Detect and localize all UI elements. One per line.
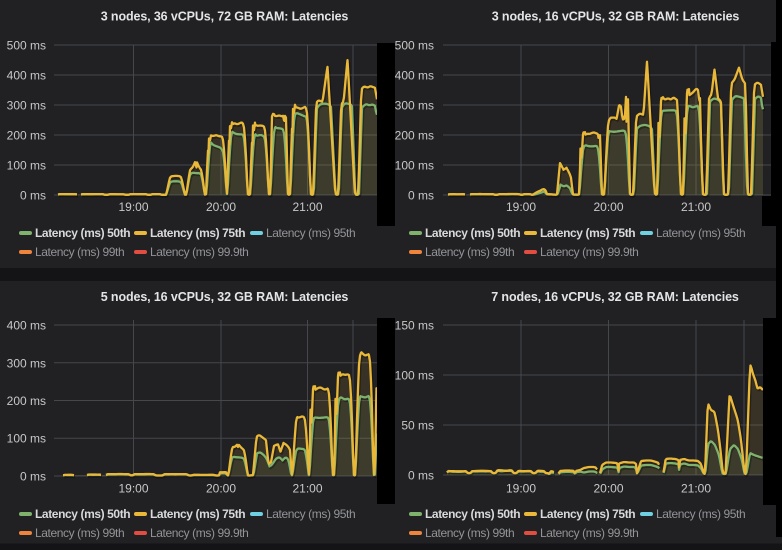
svg-text:Latency (ms) 95th: Latency (ms) 95th	[656, 226, 745, 240]
svg-text:300 ms: 300 ms	[7, 356, 46, 370]
svg-text:Latency (ms) 75th: Latency (ms) 75th	[150, 226, 245, 240]
svg-text:21:00: 21:00	[292, 200, 322, 214]
svg-text:0 ms: 0 ms	[408, 189, 434, 203]
svg-text:19:00: 19:00	[506, 482, 536, 496]
svg-text:Latency (ms) 99.9th: Latency (ms) 99.9th	[150, 245, 248, 259]
svg-text:400 ms: 400 ms	[7, 319, 46, 333]
svg-text:Latency (ms) 75th: Latency (ms) 75th	[150, 507, 245, 521]
svg-text:150 ms: 150 ms	[395, 319, 434, 333]
svg-text:21:00: 21:00	[292, 482, 322, 496]
svg-text:200 ms: 200 ms	[7, 394, 46, 408]
svg-text:Latency (ms) 99th: Latency (ms) 99th	[35, 245, 124, 259]
svg-text:Latency (ms) 50th: Latency (ms) 50th	[35, 507, 130, 521]
svg-text:Latency (ms) 95th: Latency (ms) 95th	[656, 507, 745, 521]
svg-text:Latency (ms) 99th: Latency (ms) 99th	[425, 245, 514, 259]
svg-text:100 ms: 100 ms	[395, 159, 434, 173]
svg-text:Latency (ms) 95th: Latency (ms) 95th	[266, 507, 355, 521]
svg-text:300 ms: 300 ms	[395, 99, 434, 113]
svg-text:20:00: 20:00	[206, 200, 236, 214]
svg-text:3 nodes, 16 vCPUs, 32 GB RAM:: 3 nodes, 16 vCPUs, 32 GB RAM: Latencies	[492, 10, 740, 24]
svg-text:Latency (ms) 75th: Latency (ms) 75th	[540, 226, 635, 240]
svg-text:0 ms: 0 ms	[408, 469, 434, 483]
svg-text:Latency (ms) 99.9th: Latency (ms) 99.9th	[150, 526, 248, 540]
svg-text:Latency (ms) 50th: Latency (ms) 50th	[425, 226, 520, 240]
svg-text:400 ms: 400 ms	[7, 69, 46, 83]
svg-text:Latency (ms) 95th: Latency (ms) 95th	[266, 226, 355, 240]
svg-text:20:00: 20:00	[206, 482, 236, 496]
svg-text:Latency (ms) 99.9th: Latency (ms) 99.9th	[540, 526, 638, 540]
svg-text:0 ms: 0 ms	[20, 470, 46, 484]
svg-text:21:00: 21:00	[681, 200, 711, 214]
svg-text:500 ms: 500 ms	[7, 39, 46, 53]
svg-text:Latency (ms) 50th: Latency (ms) 50th	[425, 507, 520, 521]
svg-text:200 ms: 200 ms	[7, 129, 46, 143]
svg-text:20:00: 20:00	[593, 482, 623, 496]
svg-text:3 nodes, 36 vCPUs, 72 GB RAM:: 3 nodes, 36 vCPUs, 72 GB RAM: Latencies	[101, 10, 349, 24]
svg-text:21:00: 21:00	[681, 482, 711, 496]
svg-text:Latency (ms) 50th: Latency (ms) 50th	[35, 226, 130, 240]
svg-text:200 ms: 200 ms	[395, 129, 434, 143]
svg-text:19:00: 19:00	[118, 482, 148, 496]
svg-text:7 nodes, 16 vCPUs, 32 GB RAM:: 7 nodes, 16 vCPUs, 32 GB RAM: Latencies	[491, 290, 739, 304]
svg-text:5 nodes, 16 vCPUs, 32 GB RAM:: 5 nodes, 16 vCPUs, 32 GB RAM: Latencies	[101, 290, 349, 304]
svg-text:100 ms: 100 ms	[395, 369, 434, 383]
svg-text:300 ms: 300 ms	[7, 99, 46, 113]
svg-text:Latency (ms) 99th: Latency (ms) 99th	[425, 526, 514, 540]
svg-text:50 ms: 50 ms	[401, 419, 434, 433]
svg-text:100 ms: 100 ms	[7, 432, 46, 446]
svg-text:400 ms: 400 ms	[395, 69, 434, 83]
svg-text:0 ms: 0 ms	[20, 189, 46, 203]
svg-text:19:00: 19:00	[118, 200, 148, 214]
svg-text:100 ms: 100 ms	[7, 159, 46, 173]
svg-text:Latency (ms) 99th: Latency (ms) 99th	[35, 526, 124, 540]
svg-text:Latency (ms) 75th: Latency (ms) 75th	[540, 507, 635, 521]
svg-text:Latency (ms) 99.9th: Latency (ms) 99.9th	[540, 245, 638, 259]
svg-text:20:00: 20:00	[593, 200, 623, 214]
svg-text:500 ms: 500 ms	[395, 39, 434, 53]
svg-text:19:00: 19:00	[506, 200, 536, 214]
